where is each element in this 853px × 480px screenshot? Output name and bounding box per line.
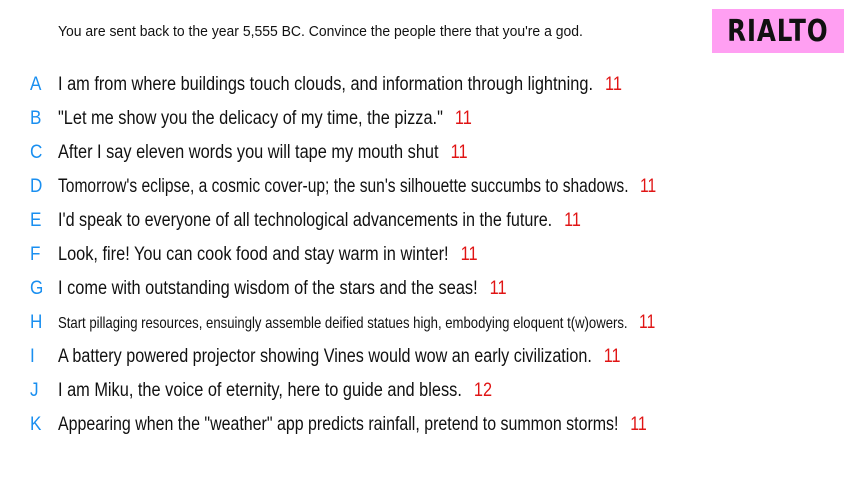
- answer-line: I am from where buildings touch clouds, …: [58, 74, 622, 96]
- answer-score: 11: [603, 346, 621, 367]
- answer-score: 11: [639, 312, 656, 333]
- answer-letter: H: [30, 312, 43, 333]
- answer-letter: D: [30, 176, 43, 197]
- answer-score: 11: [630, 414, 647, 435]
- answer-text: Look, fire! You can cook food and stay w…: [58, 244, 449, 265]
- answer-letter: B: [30, 108, 42, 129]
- answer-line: "Let me show you the delicacy of my time…: [58, 108, 472, 130]
- answer-line: Look, fire! You can cook food and stay w…: [58, 244, 478, 266]
- answer-text: After I say eleven words you will tape m…: [58, 142, 439, 163]
- answer-text: I'd speak to everyone of all technologic…: [58, 210, 553, 231]
- answer-text: I am Miku, the voice of eternity, here t…: [58, 380, 462, 401]
- answer-line: Appearing when the "weather" app predict…: [58, 414, 647, 436]
- answer-line: I'd speak to everyone of all technologic…: [58, 210, 581, 232]
- answer-score: 11: [489, 278, 507, 299]
- answer-score: 12: [473, 380, 493, 401]
- prompt-text: You are sent back to the year 5,555 BC. …: [58, 23, 583, 40]
- answer-text: A battery powered projector showing Vine…: [58, 346, 592, 367]
- answer-score: 11: [450, 142, 468, 163]
- answer-line: After I say eleven words you will tape m…: [58, 142, 468, 164]
- answer-score: 11: [460, 244, 478, 265]
- answer-text: Start pillaging resources, ensuingly ass…: [58, 315, 628, 332]
- answer-score: 11: [564, 210, 581, 231]
- answer-letter: E: [30, 210, 42, 231]
- answer-score: 11: [454, 108, 472, 129]
- answer-line: Tomorrow's eclipse, a cosmic cover-up; t…: [58, 176, 656, 198]
- answer-text: I am from where buildings touch clouds, …: [58, 74, 593, 95]
- answer-line: A battery powered projector showing Vine…: [58, 346, 621, 368]
- answer-letter: I: [30, 346, 35, 367]
- logo-text: RIALTO: [727, 13, 829, 49]
- answer-letter: G: [30, 278, 44, 299]
- answer-score: 11: [605, 74, 622, 95]
- answer-letter: J: [30, 380, 39, 401]
- answer-line: I come with outstanding wisdom of the st…: [58, 278, 507, 300]
- answer-text: "Let me show you the delicacy of my time…: [58, 108, 443, 129]
- answer-line: Start pillaging resources, ensuingly ass…: [58, 312, 655, 334]
- answer-letter: C: [30, 142, 43, 163]
- answer-line: I am Miku, the voice of eternity, here t…: [58, 380, 492, 402]
- answer-text: Appearing when the "weather" app predict…: [58, 414, 619, 435]
- answer-letter: F: [30, 244, 41, 265]
- rialto-logo: RIALTO: [712, 9, 844, 53]
- answer-letter: A: [30, 74, 42, 95]
- answer-letter: K: [30, 414, 42, 435]
- answer-score: 11: [640, 176, 657, 197]
- answer-text: Tomorrow's eclipse, a cosmic cover-up; t…: [58, 176, 629, 197]
- answer-text: I come with outstanding wisdom of the st…: [58, 278, 478, 299]
